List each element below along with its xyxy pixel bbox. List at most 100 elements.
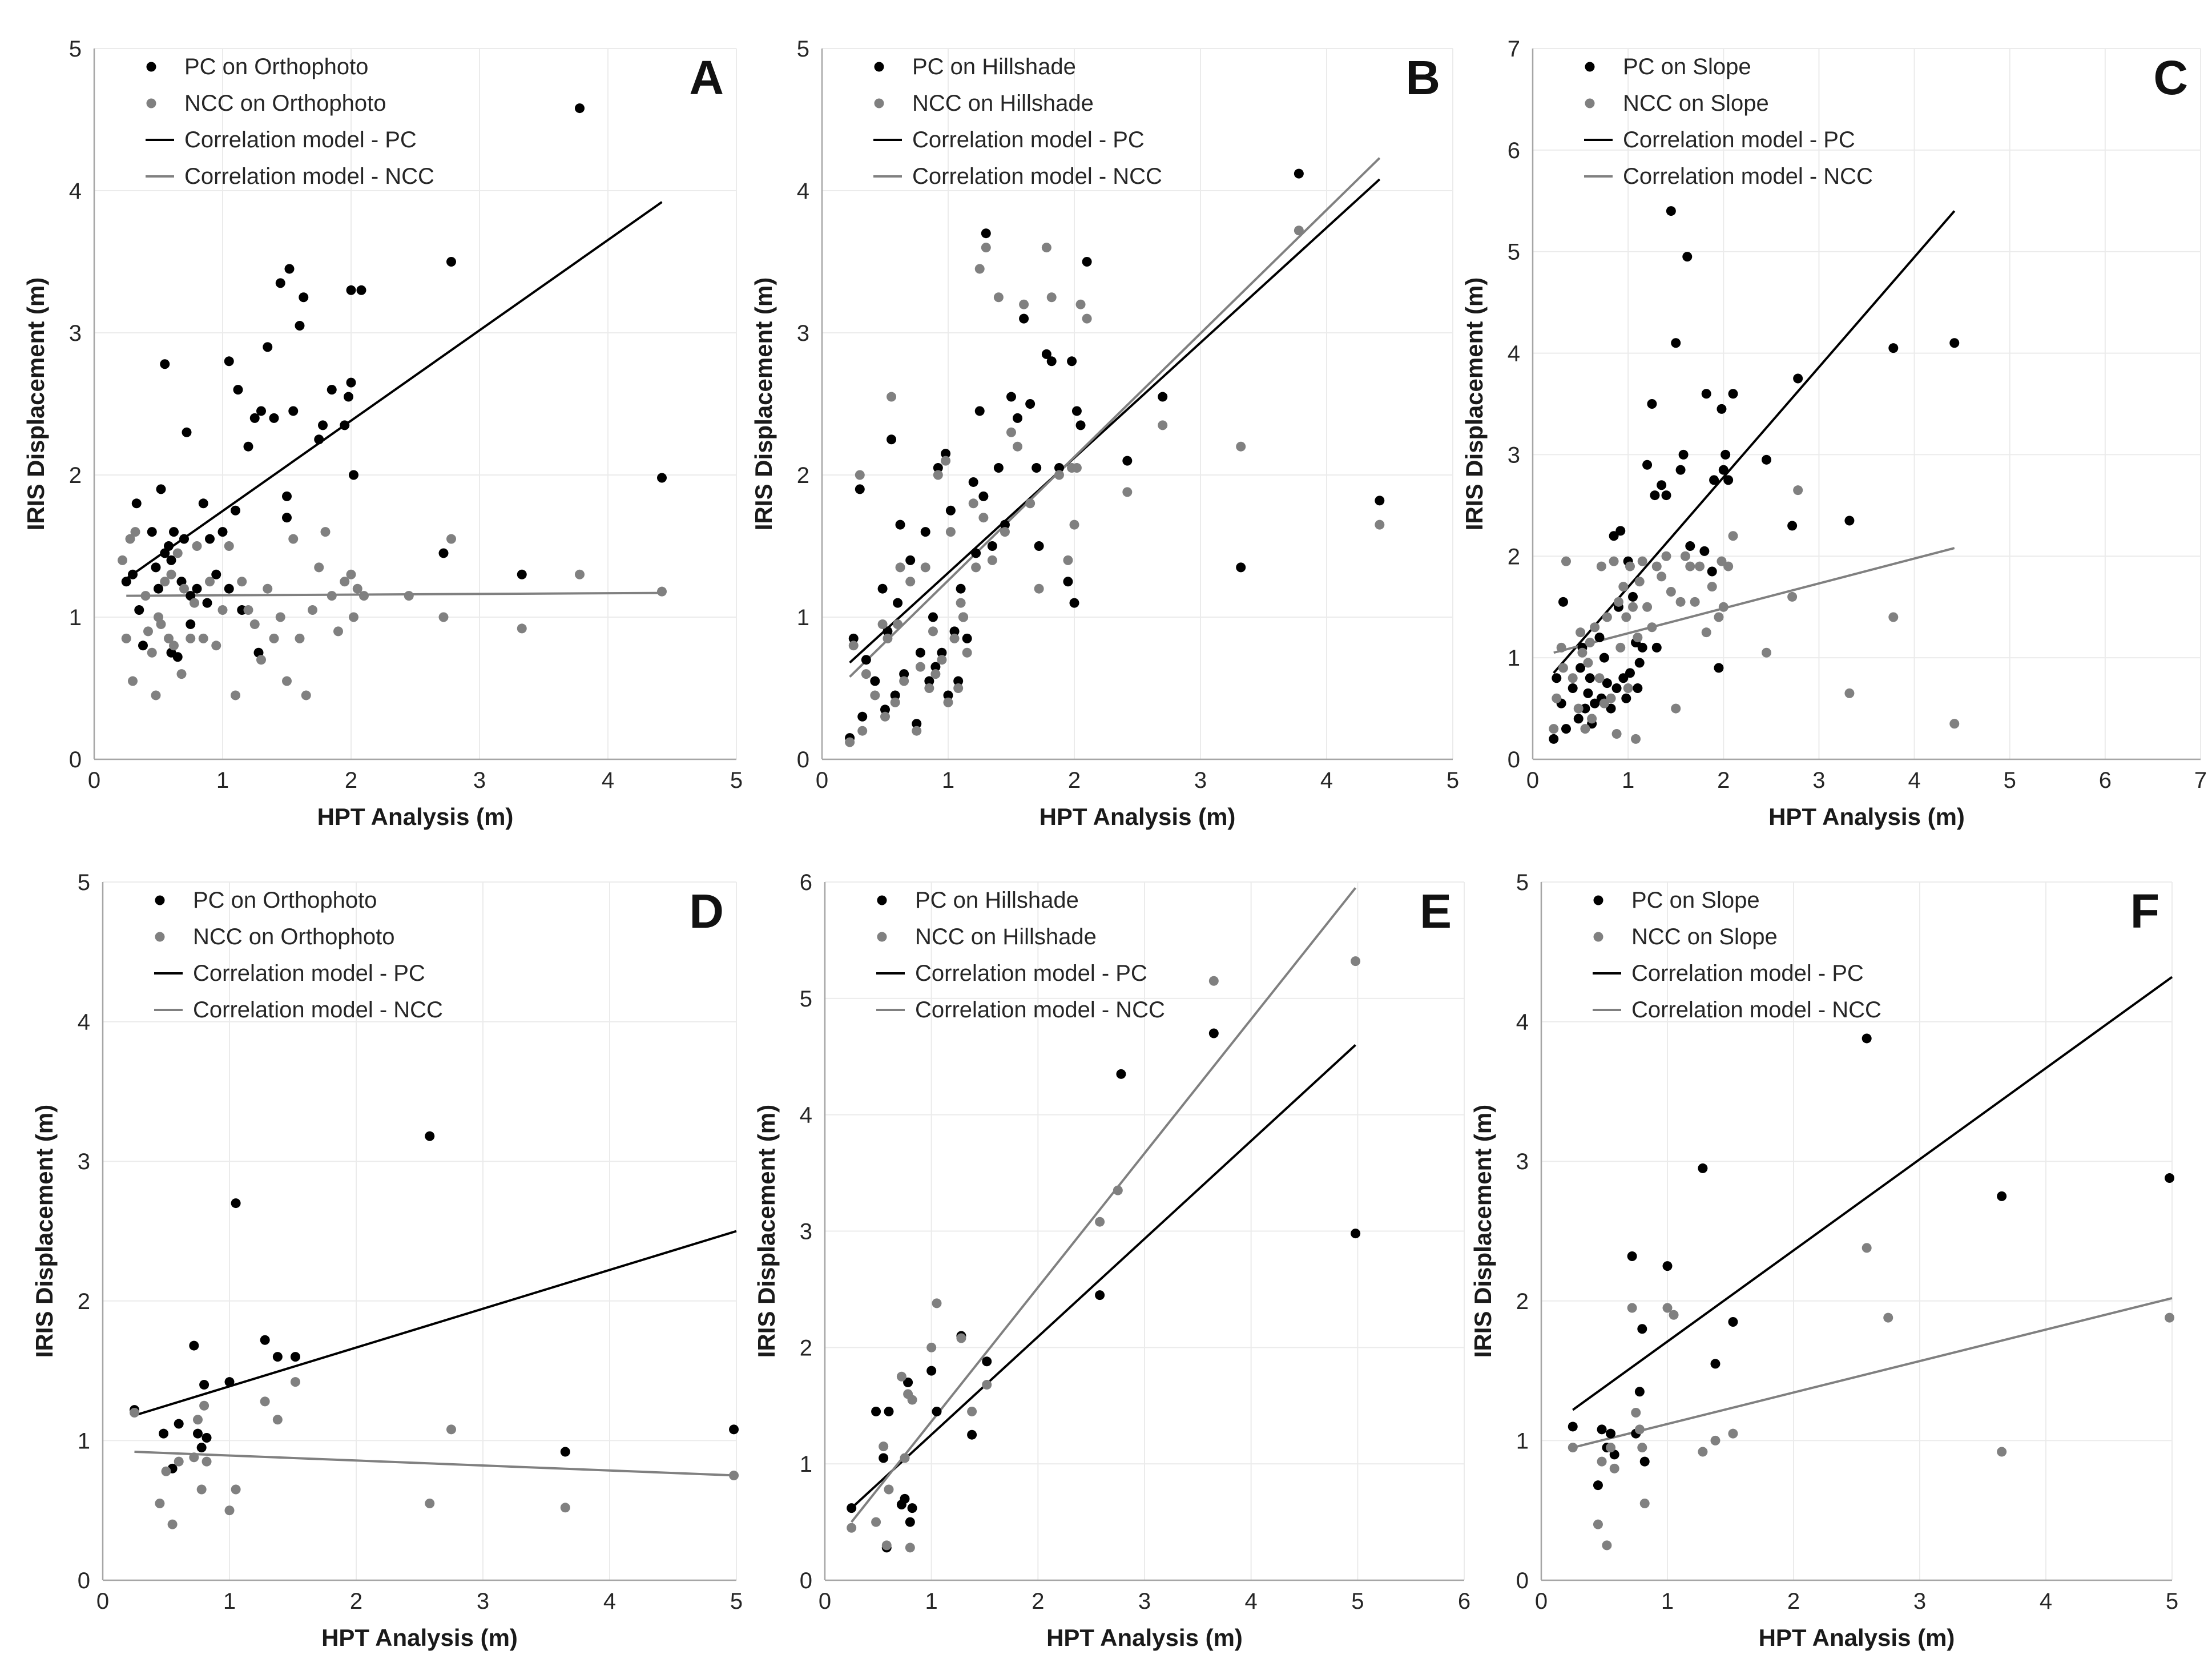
data-point xyxy=(1888,612,1899,622)
data-point xyxy=(1844,516,1855,526)
data-point xyxy=(130,1407,139,1418)
data-point xyxy=(1069,598,1079,608)
data-point xyxy=(847,1503,857,1513)
data-point xyxy=(1025,399,1036,409)
data-point xyxy=(224,1377,235,1387)
data-point xyxy=(1122,456,1133,466)
data-point xyxy=(1723,475,1734,485)
chart-svg: 0 1 2 3 4 5 0 1 2 3 4 5 HPT Analysis (m) IRIS Displac… xyxy=(1469,870,2178,1651)
data-point xyxy=(1596,561,1606,571)
legend-label: Correlation model - PC xyxy=(184,127,417,152)
data-point xyxy=(344,392,353,402)
data-point xyxy=(517,623,527,634)
data-point xyxy=(926,1342,937,1352)
data-point xyxy=(1699,546,1710,556)
data-point xyxy=(140,591,151,601)
legend-point-marker xyxy=(877,932,887,942)
chart-svg: 0 1 2 3 4 5 6 7 0 1 2 3 4 5 6 7 HPT Analysis (m) IRIS Dis… xyxy=(1461,37,2207,830)
data-point xyxy=(993,463,1004,473)
data-point xyxy=(290,1377,300,1387)
data-point xyxy=(1041,349,1051,359)
data-point xyxy=(1568,673,1578,683)
y-tick-label: 5 xyxy=(800,986,812,1012)
y-tick-label: 1 xyxy=(1508,646,1520,671)
data-point xyxy=(1034,541,1044,551)
data-point xyxy=(1606,1428,1616,1439)
data-point xyxy=(884,1484,894,1495)
data-point xyxy=(1071,406,1082,416)
y-axis-title: IRIS Displacement (m) xyxy=(750,277,777,530)
data-point xyxy=(160,577,170,587)
data-point xyxy=(1602,678,1612,688)
data-point xyxy=(327,591,337,601)
data-point xyxy=(1615,526,1626,536)
data-point xyxy=(949,626,960,637)
data-point xyxy=(349,612,358,622)
data-point xyxy=(1158,392,1168,402)
data-point xyxy=(890,697,900,707)
data-point xyxy=(130,527,140,537)
data-point xyxy=(920,527,930,537)
x-tick-label: 2 xyxy=(350,1589,362,1614)
regression-line xyxy=(126,591,662,597)
data-point xyxy=(945,505,956,516)
y-tick-label: 1 xyxy=(69,605,82,630)
data-point xyxy=(877,583,888,594)
data-point xyxy=(953,676,964,686)
data-point xyxy=(877,619,888,629)
legend-label: PC on Hillshade xyxy=(912,54,1076,79)
data-point xyxy=(263,583,273,594)
data-point xyxy=(205,577,215,587)
chart-svg: 0 1 2 3 4 5 6 0 1 2 3 4 5 6 HPT Analysis (m) IRIS Displ… xyxy=(753,870,1470,1651)
data-point xyxy=(1634,1387,1645,1397)
data-point xyxy=(1375,496,1385,506)
data-point xyxy=(1690,597,1700,607)
data-point xyxy=(318,420,328,430)
legend-label: Correlation model - PC xyxy=(1631,961,1864,986)
data-point xyxy=(1657,480,1667,490)
regression-line xyxy=(1553,547,1955,654)
data-point xyxy=(2165,1312,2175,1323)
data-point xyxy=(981,228,991,239)
legend-point-marker xyxy=(146,62,156,72)
data-point xyxy=(138,641,148,651)
data-point xyxy=(1721,449,1731,460)
data-point xyxy=(147,527,157,537)
data-point xyxy=(1580,724,1590,734)
data-point xyxy=(151,562,161,573)
data-point xyxy=(881,1540,892,1551)
chart-svg: 0 1 2 3 4 5 0 1 2 3 4 5 HPT Analysis (m) IRIS Displac… xyxy=(31,870,743,1651)
data-point xyxy=(190,598,199,608)
data-point xyxy=(945,527,956,537)
data-point xyxy=(1006,427,1016,437)
x-tick-label: 4 xyxy=(2040,1589,2052,1614)
data-point xyxy=(295,633,305,643)
regression-line xyxy=(126,201,663,580)
data-point xyxy=(845,737,855,747)
data-point xyxy=(1627,1251,1637,1262)
legend-label: NCC on Slope xyxy=(1623,91,1769,116)
data-point xyxy=(903,1377,913,1387)
y-tick-label: 2 xyxy=(1516,1289,1529,1314)
data-point xyxy=(224,1505,235,1516)
panel-letter: F xyxy=(2130,884,2159,938)
y-tick-label: 6 xyxy=(800,870,812,895)
data-point xyxy=(1032,463,1042,473)
x-tick-label: 3 xyxy=(1913,1589,1926,1614)
data-point xyxy=(224,583,234,594)
data-point xyxy=(1793,373,1803,384)
data-point xyxy=(1000,520,1010,530)
data-point xyxy=(1682,252,1693,262)
data-point xyxy=(186,633,196,643)
data-point xyxy=(249,619,260,629)
data-point xyxy=(857,726,868,736)
legend-point-marker xyxy=(874,98,884,108)
data-point xyxy=(446,1424,456,1435)
data-point xyxy=(1549,724,1559,734)
data-point xyxy=(575,103,585,114)
data-point xyxy=(1625,561,1635,571)
data-point xyxy=(438,612,449,622)
data-point xyxy=(883,633,893,643)
data-point xyxy=(943,690,953,700)
data-point xyxy=(907,1395,917,1405)
